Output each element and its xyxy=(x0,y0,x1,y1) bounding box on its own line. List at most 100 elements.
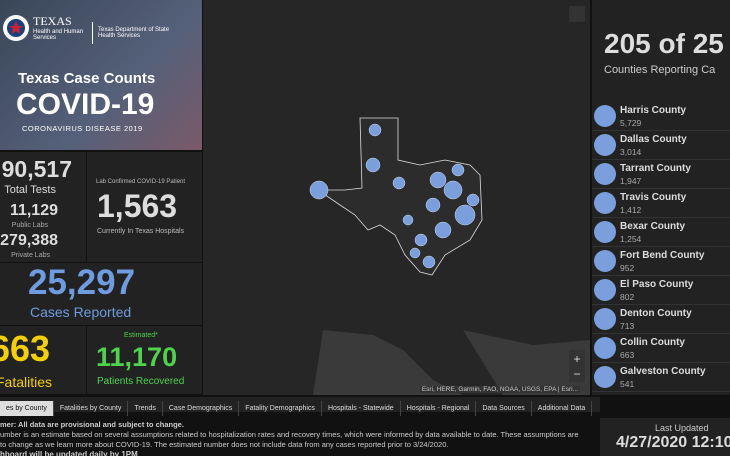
hospital-panel: Lab Confirmed COVID-19 Patient 1,563 Cur… xyxy=(87,152,202,262)
county-row[interactable]: Collin County 663 xyxy=(592,334,730,363)
county-row[interactable]: Denton County 713 xyxy=(592,305,730,334)
county-name: Tarrant County xyxy=(620,163,691,174)
zoom-out[interactable]: − xyxy=(573,367,580,381)
private-labs: 279,388 xyxy=(0,232,58,249)
county-name: Harris County xyxy=(620,105,687,116)
county-name: Fort Bend County xyxy=(620,250,705,261)
agency: TEXAS xyxy=(33,14,72,28)
county-dot xyxy=(594,105,616,127)
tab[interactable]: Fatality Demographics xyxy=(239,401,322,416)
county-cases: 1,947 xyxy=(620,176,642,186)
tab[interactable]: es by County xyxy=(0,401,54,416)
counties-label: Counties Reporting Ca xyxy=(604,64,716,76)
county-dot xyxy=(594,192,616,214)
county-row[interactable]: Dallas County 3,014 xyxy=(592,131,730,160)
disclaimer-line: umber is an estimate based on several as… xyxy=(0,430,579,439)
tests-panel: 90,517 Total Tests 11,129 Public Labs 27… xyxy=(0,152,86,262)
divider xyxy=(92,22,93,44)
county-row[interactable]: Fort Bend County 952 xyxy=(592,247,730,276)
county-cases: 1,254 xyxy=(620,234,642,244)
disclaimer-line: to change as we learn more about COVID-1… xyxy=(0,440,449,449)
county-row[interactable]: Tarrant County 1,947 xyxy=(592,160,730,189)
recovered-panel: Estimated* 11,170 Patients Recovered xyxy=(87,326,202,394)
county-dot xyxy=(594,308,616,330)
seal xyxy=(3,15,29,41)
cases-label: Cases Reported xyxy=(30,304,132,320)
zoom-buttons[interactable] xyxy=(569,350,585,382)
agency-sub: Health and Human Services xyxy=(33,29,84,41)
county-cases: 5,729 xyxy=(620,118,642,128)
subtitle: CORONAVIRUS DISEASE 2019 xyxy=(22,124,143,133)
county-name: Dallas County xyxy=(620,134,687,145)
county-cases: 663 xyxy=(620,350,635,360)
attribution: Esri, HERE, Garmin, FAO, NOAA, USGS, EPA… xyxy=(419,386,580,393)
fatalities-value: 663 xyxy=(0,328,51,369)
tab[interactable]: Hospitals - Regional xyxy=(401,401,477,416)
private-labs-label: Private Labs xyxy=(11,252,50,259)
zoom-in[interactable]: + xyxy=(573,352,580,366)
county-cases: 541 xyxy=(620,379,635,389)
county-cases: 802 xyxy=(620,292,635,302)
tab-bar: es by County Fatalities by County Trends Ca… xyxy=(0,397,600,416)
tab[interactable]: Data Sources xyxy=(476,401,532,416)
county-dot xyxy=(594,163,616,185)
county-row[interactable]: El Paso County 802 xyxy=(592,276,730,305)
county-dot xyxy=(594,366,616,388)
county-name: El Paso County xyxy=(620,279,694,290)
recovered-value: 11,170 xyxy=(96,342,178,372)
county-dot xyxy=(594,337,616,359)
recovered-note: Estimated* xyxy=(124,332,158,339)
map[interactable]: + − Esri, HERE, Garmin, FAO, NOAA, USGS,… xyxy=(203,0,590,395)
total-tests: 90,517 xyxy=(1,156,72,182)
county-row[interactable]: Travis County 1,412 xyxy=(592,189,730,218)
county-name: Collin County xyxy=(620,337,685,348)
county-row[interactable]: Galveston County 541 xyxy=(592,363,730,392)
case-circles xyxy=(309,123,480,269)
tab[interactable]: Case Demographics xyxy=(163,401,240,416)
counties-summary: 205 of 25 xyxy=(604,28,724,59)
tab[interactable]: Hospitals - Statewide xyxy=(322,401,401,416)
county-cases: 952 xyxy=(620,263,635,273)
fatalities-label: Fatalities xyxy=(0,374,53,390)
county-cases: 713 xyxy=(620,321,635,331)
county-dot xyxy=(594,221,616,243)
land-mexico xyxy=(313,330,463,395)
title: Texas Case Counts xyxy=(18,70,156,87)
county-dot xyxy=(594,134,616,156)
county-dot xyxy=(594,250,616,272)
public-labs-label: Public Labs xyxy=(11,222,48,229)
total-tests-label: Total Tests xyxy=(4,184,56,196)
tab[interactable]: Fatalities by County xyxy=(54,401,129,416)
hospital-caption: Lab Confirmed COVID-19 Patient xyxy=(96,179,186,185)
recovered-label: Patients Recovered xyxy=(97,376,185,387)
updated-value: 4/27/2020 12:10 xyxy=(616,434,730,451)
map-canvas: + − xyxy=(309,6,590,395)
dept: Texas Department of State Health Service… xyxy=(98,27,170,39)
fatalities-panel: 663 Fatalities xyxy=(0,326,86,394)
county-list: Harris County 5,729 Dallas County 3,014 Tarr… xyxy=(592,102,730,395)
county-row[interactable]: Harris County 5,729 xyxy=(592,102,730,131)
counties-panel: 205 of 25 Counties Reporting Ca Harris C… xyxy=(592,0,730,395)
cases-panel: 25,297 Cases Reported xyxy=(0,263,202,325)
headline: COVID-19 xyxy=(16,88,155,121)
home-button[interactable] xyxy=(569,6,585,22)
county-cases: 3,014 xyxy=(620,147,642,157)
hospital-value: 1,563 xyxy=(97,188,178,224)
updated-label: Last Updated xyxy=(655,423,709,433)
disclaimer-line: hboard will be updated daily by 1PM xyxy=(0,450,138,456)
county-dot xyxy=(594,279,616,301)
disclaimer-line: mer: All data are provisional and subjec… xyxy=(0,420,184,429)
county-name: Travis County xyxy=(620,192,687,203)
tab[interactable]: Trends xyxy=(128,401,163,416)
county-name: Galveston County xyxy=(620,366,706,377)
county-cases: 1,412 xyxy=(620,205,642,215)
county-row[interactable]: Bexar County 1,254 xyxy=(592,218,730,247)
updated-panel: Last Updated 4/27/2020 12:10 xyxy=(600,418,730,456)
public-labs: 11,129 xyxy=(9,202,58,219)
county-name: Denton County xyxy=(620,308,692,319)
tab[interactable]: Additional Data xyxy=(532,401,593,416)
cases-value: 25,297 xyxy=(28,263,136,302)
county-name: Bexar County xyxy=(620,221,686,232)
header-panel: TEXAS Health and Human Services Texas De… xyxy=(0,0,202,150)
